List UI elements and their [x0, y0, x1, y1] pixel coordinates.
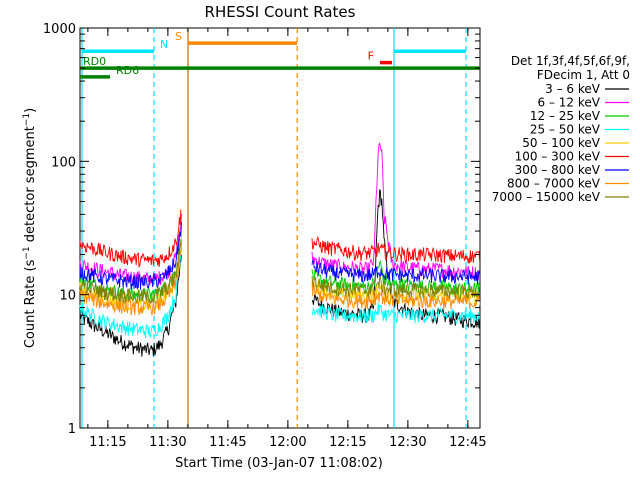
- series-line-7-segment1: [79, 239, 182, 316]
- series-line-1-segment2: [311, 142, 481, 281]
- legend: Det 1f,3f,4f,5f,6f,9f, FDecim 1, Att 0 3…: [492, 54, 630, 204]
- series-line-5-segment2: [311, 235, 481, 264]
- y-tick-label-3: 1000: [43, 22, 76, 37]
- legend-header-line-1: Det 1f,3f,4f,5f,6f,9f,: [511, 54, 630, 68]
- legend-item-label-3: 25 – 50 keV: [530, 123, 601, 137]
- y-tick-label-2: 100: [51, 155, 76, 170]
- series-line-5-segment1: [79, 209, 182, 268]
- legend-item-label-0: 3 – 6 keV: [545, 82, 601, 96]
- series-lines: [79, 142, 481, 357]
- plot-area: NS F RD0 RD6 11:15 11:30 11:45 12:00 12:15 12:30…: [43, 22, 487, 450]
- x-tick-label-5: 12:30: [389, 435, 426, 450]
- x-tick-label-1: 11:30: [149, 435, 186, 450]
- legend-item-label-1: 6 – 12 keV: [538, 96, 601, 110]
- plot-frame: [79, 27, 481, 429]
- legend-item-label-6: 300 – 800 keV: [515, 163, 601, 177]
- y-axis-label: Count Rate (s−1 detector segment−1): [22, 108, 38, 348]
- x-tick-label-2: 11:45: [209, 435, 246, 450]
- chart-title: RHESSI Count Rates: [205, 3, 356, 21]
- y-axis-ticks: 1 10 100 1000: [43, 22, 480, 437]
- legend-item-label-4: 50 – 100 keV: [522, 136, 601, 150]
- x-tick-label-6: 12:45: [449, 435, 486, 450]
- flag-label-rd0-4: RD0: [83, 55, 106, 68]
- x-tick-label-0: 11:15: [89, 435, 126, 450]
- series-line-6-segment1: [79, 222, 182, 290]
- series-line-6-segment2: [311, 259, 481, 285]
- series-line-8-segment2: [311, 275, 481, 300]
- legend-item-label-7: 800 – 7000 keV: [507, 177, 601, 191]
- flag-label-n-0: N: [160, 38, 168, 51]
- series-line-7-segment2: [311, 283, 481, 310]
- legend-item-label-5: 100 – 300 keV: [515, 150, 601, 164]
- y-tick-label-0: 1: [68, 422, 76, 437]
- series-line-3-segment2: [311, 302, 481, 324]
- x-tick-label-4: 12:15: [329, 435, 366, 450]
- series-line-3-segment1: [79, 246, 182, 339]
- x-axis-label: Start Time (03-Jan-07 11:08:02): [175, 456, 383, 471]
- series-line-0-segment1: [79, 254, 182, 357]
- x-tick-label-3: 12:00: [269, 435, 306, 450]
- y-tick-label-1: 10: [59, 289, 76, 304]
- legend-header-line-2: FDecim 1, Att 0: [537, 68, 630, 82]
- flag-label-s-2: S: [175, 30, 182, 43]
- legend-item-label-8: 7000 – 15000 keV: [492, 190, 601, 204]
- x-axis-ticks: 11:15 11:30 11:45 12:00 12:15 12:30 12:45: [87, 28, 487, 450]
- vertical-markers: [81, 28, 467, 428]
- legend-item-label-2: 12 – 25 keV: [530, 109, 601, 123]
- flag-bars: NS F RD0 RD6: [80, 30, 480, 79]
- flag-label-rd6-5: RD6: [116, 64, 139, 77]
- flag-label-f-3: F: [368, 50, 374, 63]
- series-line-8-segment1: [79, 242, 182, 305]
